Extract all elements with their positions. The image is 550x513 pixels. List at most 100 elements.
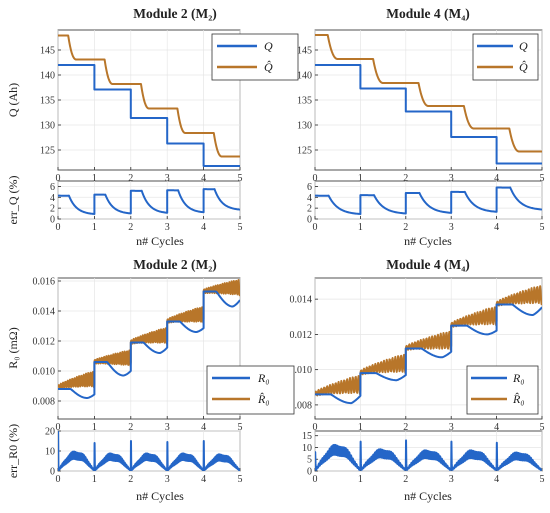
- y-tick-label: 0.012: [33, 337, 56, 348]
- series-line-measured: [58, 290, 240, 399]
- panel-q-module4: 0 1 2 3 4 5 125 130 135 140 145: [297, 29, 545, 184]
- panel-err-r0-module2: 0 1 2 3 4 5 0 10 20: [45, 427, 243, 486]
- y-tick-label: 140: [40, 71, 55, 82]
- legend-label-r0: R₀: [512, 371, 525, 385]
- series-line-measured: [58, 188, 240, 215]
- legend-r0-module2: R₀ R̂₀: [206, 365, 295, 415]
- y-tick-label: 0.010: [33, 367, 56, 378]
- x-tick-label: 2: [128, 173, 133, 184]
- title-q-module4: Module 4 (M₄): [386, 6, 470, 21]
- series-line-measured: [315, 303, 542, 405]
- y-tick-label: 0.008: [33, 397, 56, 408]
- ylabel-r0: R₀ (mΩ): [6, 327, 20, 368]
- x-tick-label: 0: [56, 474, 61, 485]
- y-tick-label: 125: [297, 146, 312, 157]
- series-group: [58, 188, 240, 215]
- x-tick-label: 2: [128, 222, 133, 233]
- x-tick-label: 4: [494, 422, 499, 433]
- y-tick-label: 15: [302, 431, 312, 442]
- y-tick-label: 0: [307, 215, 312, 226]
- x-tick-label: 3: [449, 173, 454, 184]
- x-tick-label: 2: [128, 422, 133, 433]
- x-tick-label: 1: [358, 422, 363, 433]
- y-tick-label: 130: [40, 121, 55, 132]
- y-tick-label: 10: [302, 443, 312, 454]
- x-tick-label: 4: [494, 222, 499, 233]
- y-tick-label: 145: [40, 46, 55, 57]
- series-line-measured: [58, 64, 240, 167]
- x-tick-label: 1: [92, 222, 97, 233]
- ylabel-err-r0: err_R0 (%): [6, 424, 20, 478]
- x-tick-label: 4: [494, 173, 499, 184]
- xlabel-err-q-right: n# Cycles: [404, 234, 452, 248]
- x-tick-label: 0: [56, 173, 61, 184]
- x-tick-label: 1: [92, 173, 97, 184]
- series-group: [58, 34, 240, 167]
- x-tick-label: 4: [201, 222, 206, 233]
- y-tick-label: 5: [307, 455, 312, 466]
- y-tick-label: 135: [40, 96, 55, 107]
- panel-q-module2: 0 1 2 3 4 5 125 130 135 140 145: [40, 29, 243, 184]
- x-tick-label: 4: [494, 474, 499, 485]
- legend-label-q: Q: [264, 39, 273, 53]
- series-group: [315, 285, 542, 405]
- x-tick-label: 1: [358, 222, 363, 233]
- series-line-estimate: [315, 34, 542, 153]
- x-tick-label: 5: [540, 173, 545, 184]
- xlabel-err-q-left: n# Cycles: [136, 234, 184, 248]
- x-tick-label: 5: [238, 173, 243, 184]
- series-group: [315, 439, 542, 471]
- y-tick-label: 6: [307, 182, 312, 193]
- series-line-measured: [58, 431, 240, 471]
- legend-label-qhat: Q̂: [264, 60, 273, 74]
- series-line-estimate: [315, 285, 542, 397]
- x-tick-label: 1: [92, 422, 97, 433]
- legend-label-q: Q: [519, 39, 528, 53]
- y-tick-label: 2: [50, 204, 55, 215]
- y-tick-label: 140: [297, 71, 312, 82]
- legend-label-r0: R₀: [257, 371, 270, 385]
- x-tick-label: 5: [238, 474, 243, 485]
- legend-q-module2: Q Q̂: [211, 33, 299, 81]
- x-tick-label: 0: [56, 422, 61, 433]
- x-tick-label: 4: [201, 474, 206, 485]
- series-group: [315, 34, 542, 165]
- y-tick-label: 0.014: [33, 307, 56, 318]
- y-tick-label: 4: [50, 193, 55, 204]
- legend-r0-module4: R₀ R̂₀: [466, 365, 539, 415]
- y-tick-label: 135: [297, 96, 312, 107]
- y-tick-label: 2: [307, 204, 312, 215]
- xlabel-err-r0-left: n# Cycles: [136, 489, 184, 503]
- legend-label-r0hat: R̂₀: [257, 392, 270, 406]
- x-tick-label: 5: [540, 422, 545, 433]
- x-tick-label: 2: [403, 474, 408, 485]
- x-tick-label: 1: [358, 173, 363, 184]
- y-tick-label: 0.008: [290, 400, 313, 411]
- x-tick-label: 4: [201, 422, 206, 433]
- series-group: [58, 279, 240, 399]
- y-tick-label: 6: [50, 182, 55, 193]
- series-line-estimate: [58, 34, 240, 158]
- x-tick-label: 3: [449, 222, 454, 233]
- x-tick-label: 3: [449, 422, 454, 433]
- x-tick-label: 0: [313, 173, 318, 184]
- y-tick-label: 0: [307, 467, 312, 478]
- x-tick-label: 0: [313, 422, 318, 433]
- y-tick-label: 130: [297, 121, 312, 132]
- x-tick-label: 0: [313, 474, 318, 485]
- y-tick-label: 0: [50, 467, 55, 478]
- y-tick-label: 0.010: [290, 365, 313, 376]
- x-tick-label: 1: [358, 474, 363, 485]
- xlabel-err-r0-right: n# Cycles: [404, 489, 452, 503]
- series-group: [315, 186, 542, 215]
- x-tick-label: 5: [238, 222, 243, 233]
- series-line-measured: [315, 186, 542, 215]
- title-r0-module4: Module 4 (M₄): [386, 257, 470, 272]
- y-tick-label: 145: [297, 46, 312, 57]
- x-tick-label: 3: [165, 474, 170, 485]
- series-line-measured: [315, 439, 542, 471]
- x-tick-label: 1: [92, 474, 97, 485]
